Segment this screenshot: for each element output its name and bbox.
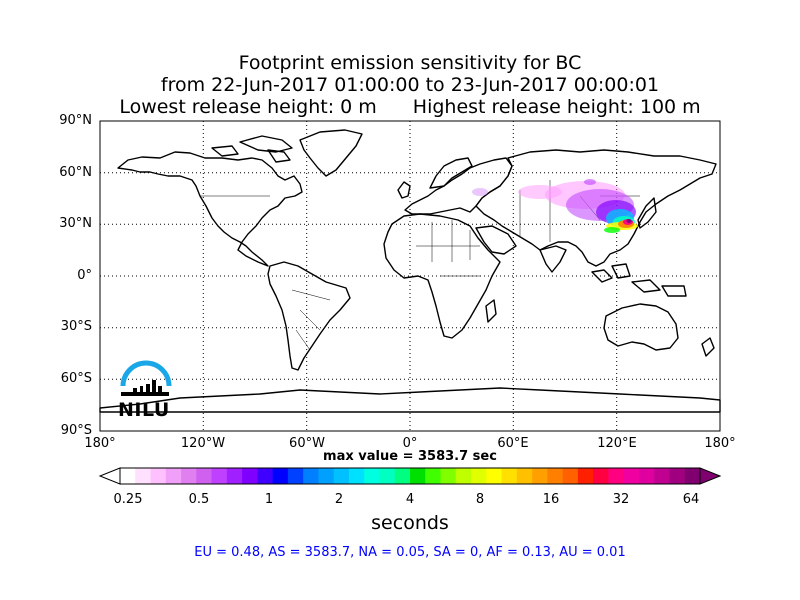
title-line-1: Footprint emission sensitivity for BC	[238, 52, 582, 74]
colorbar-tick: 16	[542, 492, 560, 507]
asia	[475, 149, 717, 267]
nilu-logo-arc	[120, 360, 172, 387]
lat-tick: 90°S	[60, 423, 92, 438]
north-america	[117, 151, 303, 267]
nilu-logo	[120, 360, 172, 396]
madagascar	[485, 299, 497, 323]
colorbar-segment	[532, 468, 548, 484]
colorbar-segment	[608, 468, 625, 484]
nilu-logo-text: NILU	[118, 399, 170, 421]
colorbar-segment	[638, 468, 655, 484]
colorbar-segment	[165, 468, 182, 484]
country-borders	[200, 180, 640, 351]
highest-release-height: Highest release height: 100 m	[412, 96, 701, 118]
greenland	[299, 129, 363, 177]
colorbar-tick: 64	[682, 492, 700, 507]
colorbar-min-extend	[98, 467, 121, 485]
colorbar-tick: 32	[612, 492, 630, 507]
colorbar-max-extend	[699, 467, 722, 485]
colorbar-segment	[562, 468, 579, 484]
australia	[603, 303, 679, 351]
colorbar-segment	[471, 468, 487, 484]
lat-tick: 60°N	[59, 165, 92, 180]
lon-tick: 180°	[84, 436, 116, 451]
lon-tick: 120°W	[180, 436, 226, 451]
africa	[383, 213, 501, 339]
colorbar-segment	[440, 468, 457, 484]
colorbar-segment	[272, 468, 289, 484]
lon-tick: 60°E	[497, 436, 529, 451]
lat-tick: 0°	[77, 268, 92, 283]
sensitivity-plume	[472, 179, 638, 233]
colorbar-segment	[669, 468, 686, 484]
colorbar-segment	[257, 468, 274, 484]
region-summary: EU = 0.48, AS = 3583.7, NA = 0.05, SA = …	[194, 545, 626, 560]
japan	[637, 197, 657, 229]
arabia	[475, 225, 517, 255]
colorbar-segment	[593, 468, 609, 484]
colorbar-segment	[623, 468, 640, 484]
lon-tick: 180°	[704, 436, 736, 451]
colorbar-segment	[410, 468, 426, 484]
colorbar-segment	[242, 468, 258, 484]
lat-tick: 30°N	[59, 216, 92, 231]
colorbar-segment	[364, 468, 380, 484]
lat-tick: 60°S	[60, 371, 92, 386]
colorbar-segment	[486, 468, 503, 484]
colorbar-tick: 0.5	[188, 492, 210, 507]
colorbar-segment	[455, 468, 472, 484]
lat-tick: 30°S	[60, 319, 92, 334]
title-line-2: from 22-Jun-2017 01:00:00 to 23-Jun-2017…	[160, 74, 660, 96]
arctic-islands	[211, 135, 293, 163]
colorbar-segment	[516, 468, 533, 484]
lon-tick: 120°E	[597, 436, 637, 451]
antarctica	[99, 387, 721, 413]
colorbar-segment	[577, 468, 594, 484]
colorbar-segment	[318, 468, 335, 484]
colorbar-segment	[379, 468, 396, 484]
colorbar-segment	[547, 468, 564, 484]
colorbar-segment	[135, 468, 152, 484]
colorbar-segment	[120, 468, 136, 484]
colorbar-segment	[287, 468, 304, 484]
colorbar-segment	[150, 468, 167, 484]
colorbar-segment	[303, 468, 319, 484]
colorbar-segment	[211, 468, 228, 484]
scandinavia	[429, 157, 473, 189]
colorbar-tick: 8	[475, 492, 485, 507]
lon-tick: 0°	[402, 436, 418, 451]
india	[539, 245, 567, 273]
colorbar-tick: 4	[405, 492, 415, 507]
colorbar-units: seconds	[371, 512, 449, 534]
colorbar-segment	[181, 468, 197, 484]
colorbar-segment	[333, 468, 350, 484]
colorbar-segment	[425, 468, 442, 484]
colorbar-segment	[196, 468, 213, 484]
max-value-label: max value = 3583.7 sec	[323, 449, 497, 464]
colorbar-tick: 2	[334, 492, 344, 507]
colorbar-tick: 0.25	[113, 492, 143, 507]
colorbar-tick: 1	[264, 492, 274, 507]
colorbar-segment	[226, 468, 243, 484]
colorbar-segment	[654, 468, 670, 484]
colorbar-outline	[119, 467, 701, 485]
south-america	[267, 261, 351, 371]
colorbar-segment	[684, 468, 701, 484]
new-zealand	[701, 337, 715, 357]
lon-tick: 60°W	[289, 436, 325, 451]
nilu-logo-skyline	[121, 380, 169, 396]
lowest-release-height: Lowest release height: 0 m	[119, 96, 377, 118]
coastlines	[99, 129, 721, 413]
southeast-asia-islands	[591, 263, 687, 297]
title-line-3: Lowest release height: 0 m Highest releas…	[0, 96, 800, 118]
british-isles	[397, 181, 411, 199]
colorbar-segment	[501, 468, 518, 484]
colorbar	[98, 467, 722, 485]
colorbar-segment	[348, 468, 365, 484]
lat-tick: 90°N	[59, 113, 92, 128]
colorbar-segment	[394, 468, 411, 484]
